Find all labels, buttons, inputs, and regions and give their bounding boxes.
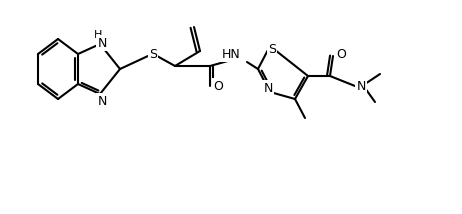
Text: N: N (97, 37, 107, 49)
Text: O: O (336, 48, 346, 61)
Text: S: S (268, 43, 276, 55)
Text: HN: HN (222, 48, 240, 61)
Text: O: O (213, 79, 223, 92)
Text: N: N (356, 79, 366, 92)
Text: N: N (263, 82, 273, 95)
Text: S: S (149, 48, 157, 61)
Text: N: N (97, 95, 107, 107)
Text: H: H (94, 30, 102, 40)
